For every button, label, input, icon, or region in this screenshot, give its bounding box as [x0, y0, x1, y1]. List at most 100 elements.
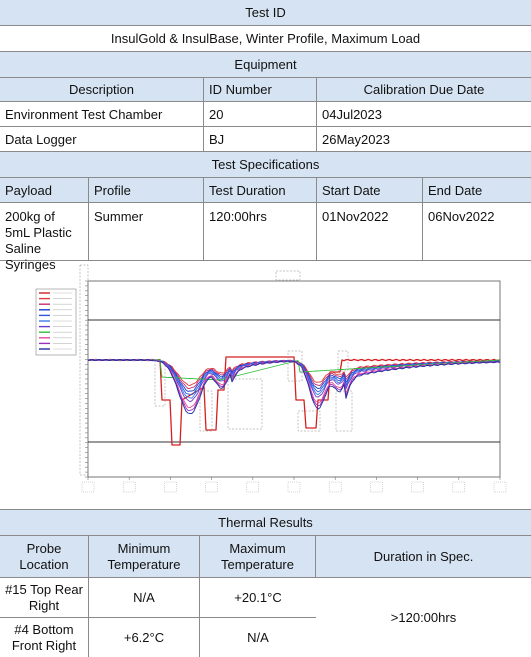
annotation-box: [297, 410, 321, 432]
test-specs-header: Test Specifications: [0, 152, 531, 178]
results-max: +20.1°C: [200, 578, 316, 617]
thermal-results-row: #15 Top Rear Right N/A +20.1°C: [0, 578, 531, 618]
equipment-col-id: ID Number: [204, 78, 317, 101]
test-id-value-row: InsulGold & InsulBase, Winter Profile, M…: [0, 26, 531, 52]
results-col-min: Minimum Temperature: [89, 536, 200, 577]
x-tick-box: [164, 481, 177, 493]
annotation-box: [335, 390, 353, 432]
results-col-max: Maximum Temperature: [200, 536, 316, 577]
annotation-box: [275, 270, 301, 281]
thermal-results-header: Thermal Results: [0, 510, 531, 536]
annotation-box: [337, 350, 349, 372]
results-col-probe-label: Probe Location: [19, 540, 69, 572]
results-max-text: +20.1°C: [234, 590, 282, 605]
results-max-text: N/A: [247, 630, 269, 645]
test-specs-row: 200kg of 5mL Plastic Saline Syringes Sum…: [0, 203, 531, 272]
equipment-col-calibration-label: Calibration Due Date: [363, 82, 485, 97]
results-min-text: N/A: [133, 590, 155, 605]
equipment-id-text: 20: [209, 106, 224, 122]
equipment-header: Equipment: [0, 52, 531, 78]
specs-col-end-label: End Date: [428, 182, 483, 198]
specs-col-duration: Test Duration: [204, 178, 317, 202]
specs-end-text: 06Nov2022: [428, 209, 495, 224]
chart-legend: [35, 288, 77, 356]
x-tick-box: [287, 481, 301, 493]
x-tick-box: [411, 481, 424, 493]
equipment-col-calibration: Calibration Due Date: [317, 78, 531, 101]
x-tick-box: [452, 481, 466, 493]
equipment-col-description-label: Description: [68, 82, 135, 97]
equipment-col-id-label: ID Number: [209, 82, 272, 97]
results-probe-text: #4 Bottom Front Right: [11, 621, 77, 653]
equipment-id-text: BJ: [209, 131, 225, 147]
specs-start: 01Nov2022: [317, 203, 423, 260]
chart-axes: [81, 280, 507, 493]
results-col-min-label: Minimum Temperature: [107, 540, 181, 572]
equipment-row: Data Logger BJ 26May2023: [0, 127, 531, 152]
equipment-calibration: 04Jul2023: [317, 102, 531, 126]
specs-col-start: Start Date: [317, 178, 423, 202]
equipment-description: Environment Test Chamber: [0, 102, 204, 126]
test-specs-columns: Payload Profile Test Duration Start Date…: [0, 178, 531, 203]
reference-lines: [88, 319, 500, 443]
x-tick-box: [81, 481, 95, 493]
thermal-results-row: #4 Bottom Front Right +6.2°C N/A: [0, 618, 531, 657]
plot-frame: [87, 280, 501, 478]
specs-col-payload: Payload: [0, 178, 89, 202]
results-min: N/A: [89, 578, 200, 617]
test-specs-header-label: Test Specifications: [211, 157, 320, 172]
specs-end: 06Nov2022: [423, 203, 531, 260]
results-probe: #4 Bottom Front Right: [0, 618, 89, 657]
annotation-box: [287, 350, 303, 382]
equipment-description: Data Logger: [0, 127, 204, 151]
results-probe-text: #15 Top Rear Right: [5, 581, 83, 613]
test-id-header: Test ID: [0, 0, 531, 26]
thermal-results-columns: Probe Location Minimum Temperature Maxim…: [0, 536, 531, 578]
equipment-row: Environment Test Chamber 20 04Jul2023: [0, 102, 531, 127]
x-tick-box: [246, 481, 260, 493]
chart-annotations: [79, 264, 353, 476]
equipment-description-text: Environment Test Chamber: [5, 106, 163, 122]
equipment-header-label: Equipment: [234, 57, 297, 72]
test-id-header-label: Test ID: [245, 5, 286, 20]
specs-duration: 120:00hrs: [204, 203, 317, 260]
x-tick-box: [122, 481, 136, 493]
specs-col-profile: Profile: [89, 178, 204, 202]
annotation-box: [154, 360, 166, 407]
results-max: N/A: [200, 618, 316, 657]
results-duration: >120:00hrs: [316, 578, 531, 657]
x-tick-box: [493, 481, 507, 493]
equipment-columns: Description ID Number Calibration Due Da…: [0, 78, 531, 102]
specs-col-duration-label: Test Duration: [209, 182, 286, 198]
results-min-text: +6.2°C: [123, 630, 165, 645]
specs-col-payload-label: Payload: [5, 182, 52, 198]
equipment-description-text: Data Logger: [5, 131, 77, 147]
results-col-duration-label: Duration in Spec.: [373, 549, 474, 564]
equipment-col-description: Description: [0, 78, 204, 101]
equipment-calibration: 26May2023: [317, 127, 531, 151]
results-duration-text: >120:00hrs: [390, 610, 457, 625]
thermal-results-header-label: Thermal Results: [218, 515, 313, 530]
results-min: +6.2°C: [89, 618, 200, 657]
series-group: [87, 356, 501, 446]
specs-profile: Summer: [89, 203, 204, 260]
annotation-box: [79, 264, 89, 476]
specs-start-text: 01Nov2022: [322, 209, 389, 224]
specs-col-profile-label: Profile: [94, 182, 131, 198]
x-tick-box: [370, 481, 383, 493]
test-id-value: InsulGold & InsulBase, Winter Profile, M…: [110, 31, 421, 46]
specs-col-start-label: Start Date: [322, 182, 381, 198]
specs-payload-text: 200kg of 5mL Plastic Saline Syringes: [5, 209, 72, 272]
equipment-id: 20: [204, 102, 317, 126]
equipment-id: BJ: [204, 127, 317, 151]
x-tick-box: [205, 481, 218, 493]
results-col-duration: Duration in Spec.: [316, 536, 531, 577]
equipment-calibration-text: 26May2023: [322, 131, 390, 147]
specs-payload: 200kg of 5mL Plastic Saline Syringes: [0, 203, 89, 272]
temperature-chart-area: [0, 261, 531, 510]
equipment-calibration-text: 04Jul2023: [322, 106, 382, 122]
specs-profile-text: Summer: [94, 209, 144, 224]
results-probe: #15 Top Rear Right: [0, 578, 89, 617]
x-tick-box: [328, 481, 342, 493]
